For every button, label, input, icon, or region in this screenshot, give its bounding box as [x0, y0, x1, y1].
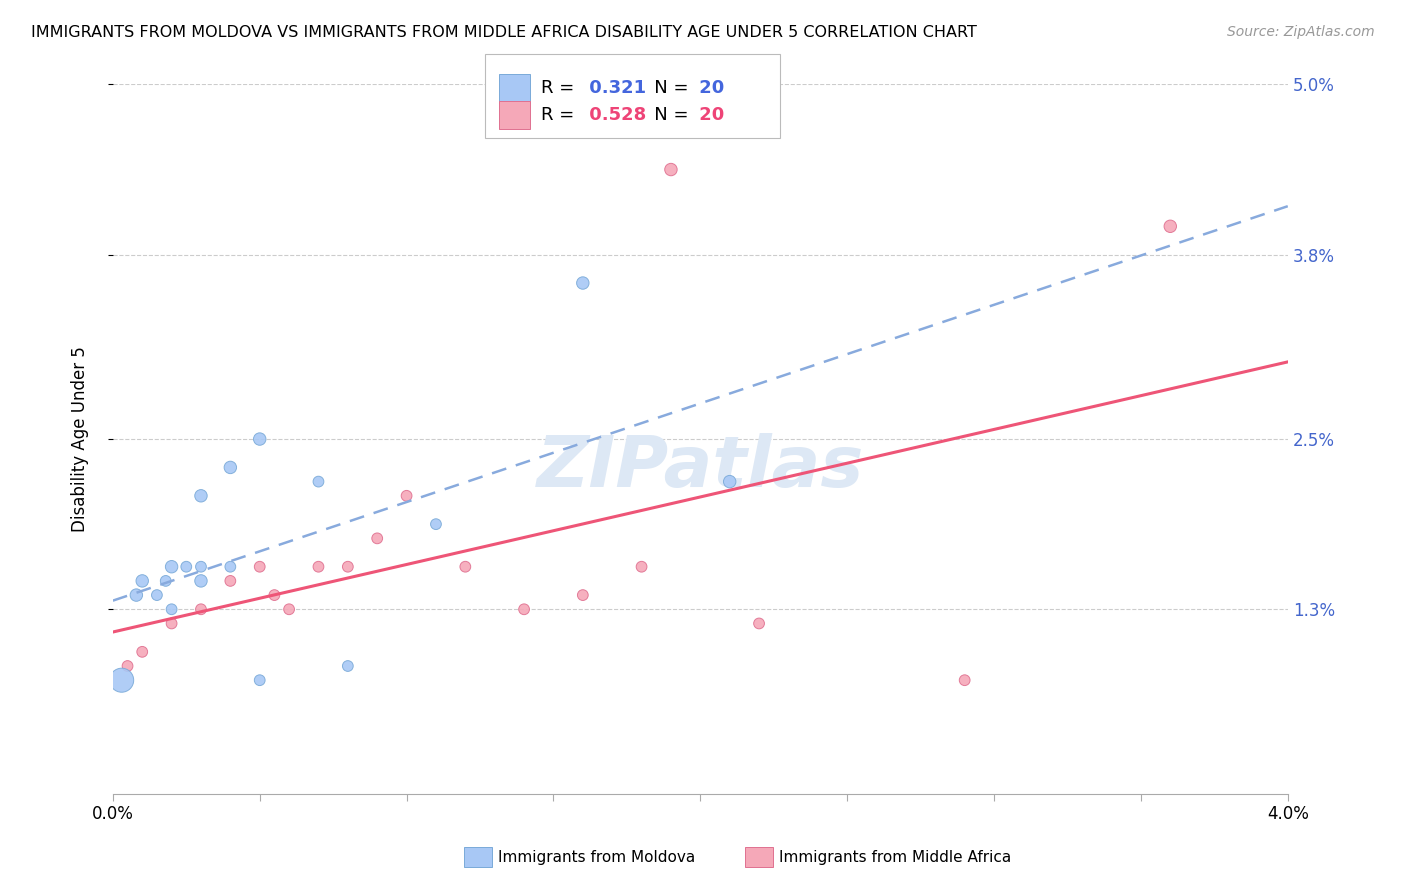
Point — [336, 559, 359, 574]
Text: Source: ZipAtlas.com: Source: ZipAtlas.com — [1227, 25, 1375, 39]
Point — [366, 532, 388, 546]
Point — [572, 276, 595, 290]
Point — [249, 432, 271, 446]
Point — [190, 559, 212, 574]
Point — [131, 574, 153, 588]
Point — [425, 517, 447, 532]
Point — [131, 645, 153, 659]
Point — [572, 588, 595, 602]
Text: Immigrants from Middle Africa: Immigrants from Middle Africa — [779, 850, 1011, 864]
Point — [190, 602, 212, 616]
Text: R =: R = — [541, 79, 581, 97]
Point — [336, 659, 359, 673]
Point — [249, 673, 271, 688]
Point — [748, 616, 770, 631]
Text: ZIPatlas: ZIPatlas — [537, 433, 865, 502]
Point — [659, 162, 682, 177]
Point — [160, 602, 183, 616]
Point — [117, 659, 139, 673]
Point — [953, 673, 976, 688]
Point — [160, 616, 183, 631]
Point — [111, 673, 134, 688]
Text: Immigrants from Moldova: Immigrants from Moldova — [498, 850, 695, 864]
Text: 0.528: 0.528 — [583, 106, 647, 124]
Point — [718, 475, 741, 489]
Point — [155, 574, 177, 588]
Point — [308, 559, 330, 574]
Point — [219, 559, 242, 574]
Point — [125, 588, 148, 602]
Text: N =: N = — [637, 79, 695, 97]
Point — [219, 460, 242, 475]
Y-axis label: Disability Age Under 5: Disability Age Under 5 — [72, 346, 89, 532]
Point — [513, 602, 536, 616]
Point — [174, 559, 197, 574]
Text: IMMIGRANTS FROM MOLDOVA VS IMMIGRANTS FROM MIDDLE AFRICA DISABILITY AGE UNDER 5 : IMMIGRANTS FROM MOLDOVA VS IMMIGRANTS FR… — [31, 25, 977, 40]
Point — [160, 559, 183, 574]
Point — [263, 588, 285, 602]
Point — [308, 475, 330, 489]
Point — [278, 602, 301, 616]
Point — [249, 559, 271, 574]
Point — [190, 574, 212, 588]
Point — [630, 559, 652, 574]
Text: 0.321: 0.321 — [583, 79, 647, 97]
Point — [146, 588, 169, 602]
Text: 20: 20 — [693, 106, 724, 124]
Point — [1159, 219, 1181, 234]
Point — [454, 559, 477, 574]
Point — [190, 489, 212, 503]
Text: N =: N = — [637, 106, 695, 124]
Text: 20: 20 — [693, 79, 724, 97]
Point — [395, 489, 418, 503]
Text: R =: R = — [541, 106, 581, 124]
Point — [219, 574, 242, 588]
